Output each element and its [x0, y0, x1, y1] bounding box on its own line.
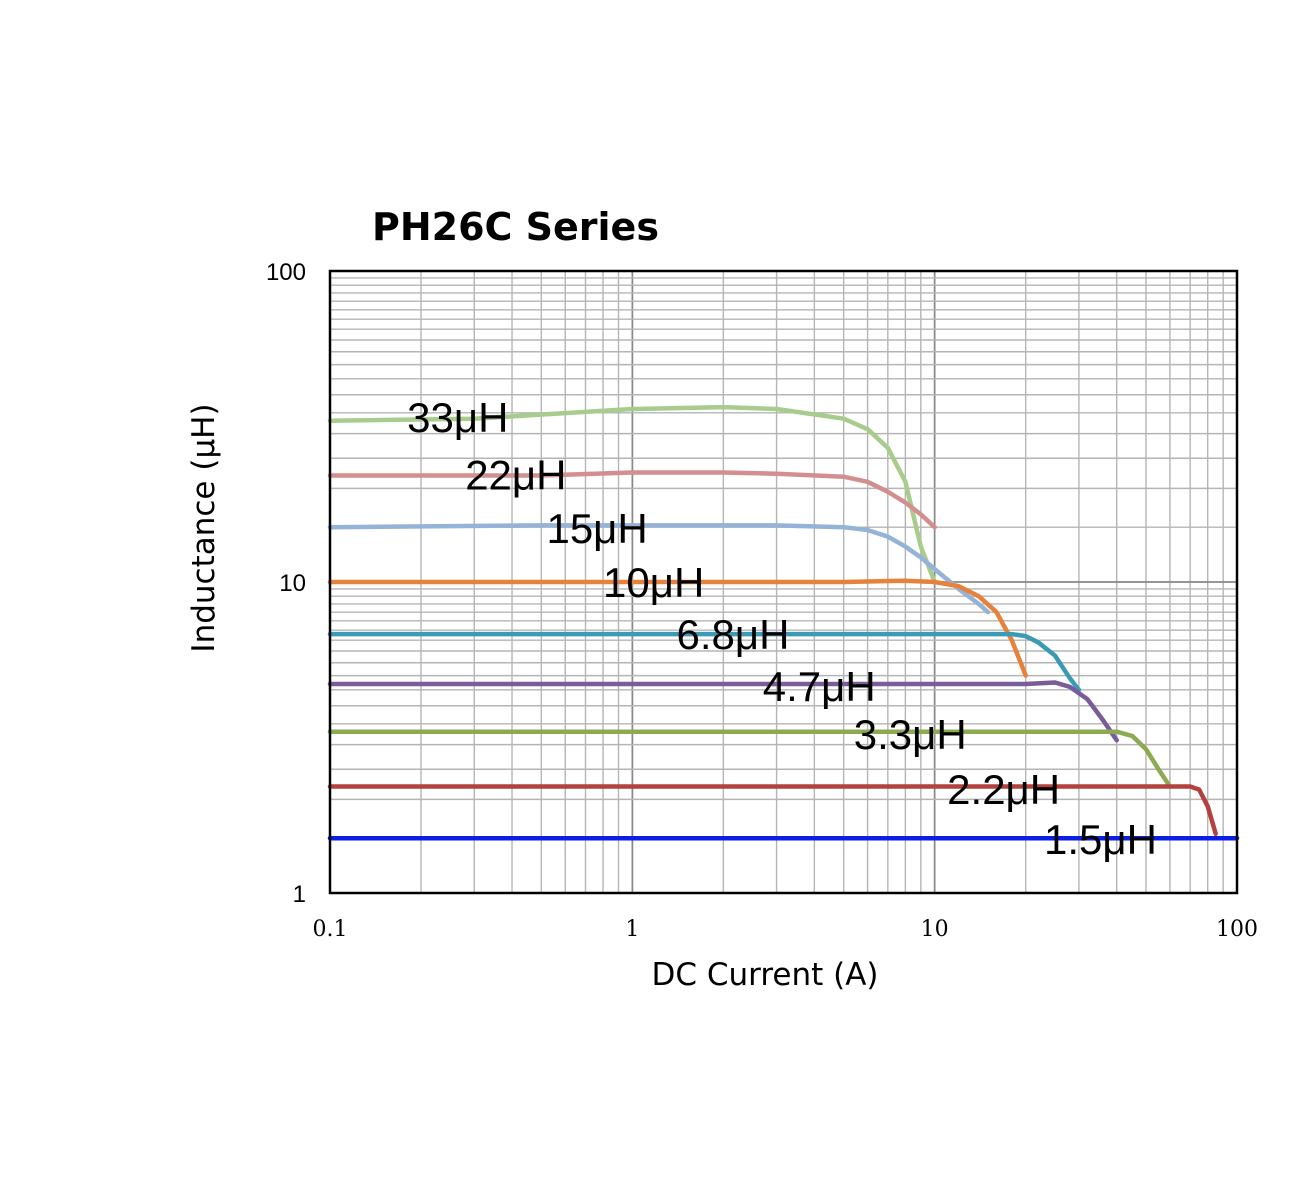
series-label: 22μH — [465, 452, 566, 499]
y-tick-label: 100 — [266, 259, 306, 286]
series-line-15uH — [327, 523, 991, 615]
series-label: 6.8μH — [677, 611, 790, 658]
series-label: 1.5μH — [1044, 816, 1157, 863]
chart-title: PH26C Series — [372, 205, 659, 249]
series-label: 15μH — [546, 505, 647, 552]
x-tick-label: 1 — [625, 917, 639, 942]
series-label: 33μH — [407, 394, 508, 441]
x-tick-label: 0.1 — [313, 917, 348, 942]
y-axis-label: Inductance (μH) — [186, 403, 222, 652]
series-line-22uH — [327, 470, 937, 530]
x-axis-label: DC Current (A) — [651, 957, 878, 993]
tick-labels: 0.1 1 10 100 1 10 100 — [266, 259, 1258, 942]
series-line-33uH — [327, 404, 937, 585]
series-label: 10μH — [603, 559, 704, 606]
series-line-6.8uH — [327, 631, 1082, 693]
series-line-3.3uH — [327, 729, 1173, 789]
series-lines — [327, 404, 1240, 841]
x-tick-label: 10 — [921, 917, 949, 942]
series-label: 4.7μH — [763, 663, 876, 710]
series-label: 2.2μH — [947, 766, 1060, 813]
axes — [328, 269, 1239, 895]
series-label: 3.3μH — [854, 711, 967, 758]
y-tick-label: 10 — [279, 570, 306, 597]
x-tick-label: 100 — [1216, 917, 1258, 942]
series-line-10uH — [327, 578, 1028, 678]
plot-frame — [328, 269, 1239, 895]
series-line-4.7uH — [327, 680, 1119, 743]
y-tick-label: 1 — [293, 881, 306, 908]
series-line-2.2uH — [327, 784, 1218, 837]
